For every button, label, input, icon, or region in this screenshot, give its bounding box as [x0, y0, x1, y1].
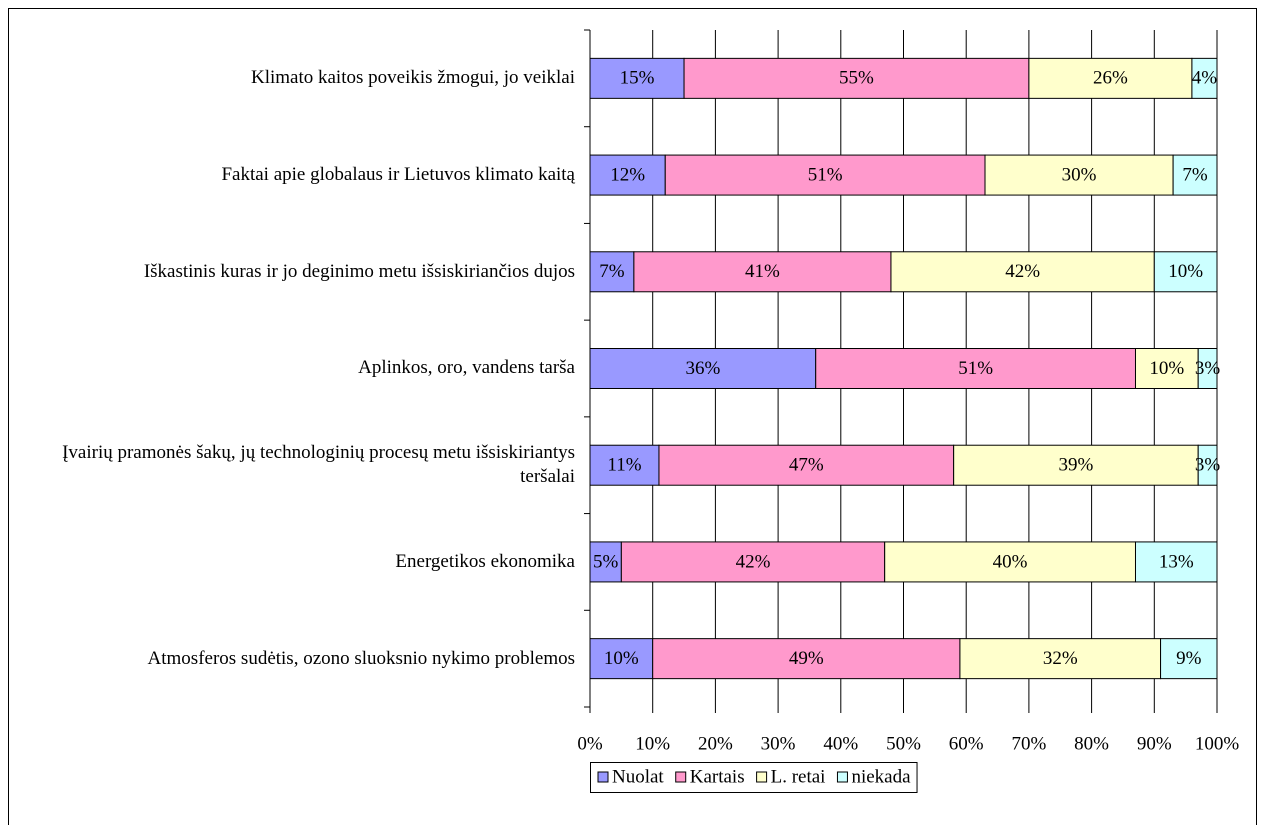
legend-box	[590, 762, 918, 793]
chart-border	[8, 8, 1257, 825]
data-label: 41%	[745, 261, 780, 282]
data-label: 13%	[1159, 551, 1194, 572]
x-tick-label: 40%	[823, 733, 858, 754]
data-label: 55%	[839, 68, 874, 89]
data-label: 51%	[958, 358, 993, 379]
bar-segment	[658, 444, 955, 486]
x-tick-label: 20%	[698, 733, 733, 754]
y-tick-label: Atmosferos sudėtis, ozono sluoksnio nyki…	[147, 647, 575, 669]
x-tick-label: 0%	[577, 733, 603, 754]
legend-swatch	[756, 771, 768, 783]
y-tick-label: Aplinkos, oro, vandens tarša	[358, 357, 575, 379]
data-label: 10%	[1168, 261, 1203, 282]
data-label: 3%	[1195, 455, 1221, 476]
x-tick-label: 60%	[949, 733, 984, 754]
bar-segment	[953, 444, 1199, 486]
bar-segment	[1153, 251, 1218, 293]
data-label: 51%	[808, 164, 843, 185]
legend-swatch	[675, 771, 687, 783]
x-tick-label: 80%	[1074, 733, 1109, 754]
bar-segment	[589, 541, 622, 583]
bar-segment	[1172, 154, 1218, 196]
x-tick-label: 70%	[1011, 733, 1046, 754]
data-label: 15%	[620, 68, 655, 89]
legend-label: L. retai	[771, 766, 826, 787]
bar-segment	[1197, 348, 1218, 389]
y-tick-label: Klimato kaitos poveikis žmogui, jo veikl…	[250, 67, 575, 89]
bar-segment	[589, 638, 654, 680]
bar-segment	[1134, 348, 1199, 389]
data-label: 10%	[604, 648, 639, 669]
data-label: 7%	[599, 261, 625, 282]
legend-label: niekada	[851, 766, 911, 787]
data-label: 3%	[1195, 358, 1221, 379]
data-label: 32%	[1043, 648, 1078, 669]
bar-segment	[633, 251, 892, 293]
bar-segment	[589, 348, 817, 389]
bar-segment	[589, 251, 635, 293]
data-label: 7%	[1182, 164, 1208, 185]
x-tick-label: 10%	[635, 733, 670, 754]
bar-segment	[589, 444, 660, 486]
bar-segment	[589, 57, 685, 99]
bar-segment	[664, 154, 986, 196]
data-label: 4%	[1192, 68, 1218, 89]
x-tick-label: 90%	[1137, 733, 1172, 754]
data-label: 5%	[593, 551, 619, 572]
bar-segment	[1191, 57, 1218, 99]
data-label: 42%	[736, 551, 771, 572]
bar-segment	[984, 154, 1174, 196]
y-tick-label: Įvairių pramonės šakų, jų technologinių …	[62, 442, 575, 488]
bar-segment	[1160, 638, 1218, 680]
data-label: 26%	[1093, 68, 1128, 89]
bar-segment	[1197, 444, 1218, 486]
legend-swatch	[836, 771, 848, 783]
data-label: 9%	[1176, 648, 1202, 669]
bar-segment	[815, 348, 1136, 389]
bar-segment	[1134, 541, 1218, 583]
bar-segment	[959, 638, 1162, 680]
x-tick-label: 30%	[761, 733, 796, 754]
legend-label: Kartais	[690, 766, 745, 787]
bar-segment	[683, 57, 1030, 99]
data-label: 30%	[1062, 164, 1097, 185]
data-label: 40%	[993, 551, 1028, 572]
data-label: 49%	[789, 648, 824, 669]
legend-swatch	[597, 771, 609, 783]
legend: Nuolat Kartais L. retai niekada	[590, 762, 918, 793]
data-label: 42%	[1005, 261, 1040, 282]
data-label: 36%	[685, 358, 720, 379]
y-tick-label: Energetikos ekonomika	[395, 550, 575, 572]
y-tick-label: Faktai apie globalaus ir Lietuvos klimat…	[221, 164, 575, 186]
data-label: 10%	[1149, 358, 1184, 379]
bar-segment	[620, 541, 886, 583]
x-tick-label: 50%	[886, 733, 921, 754]
bar-segment	[652, 638, 961, 680]
y-tick-label: Iškastinis kuras ir jo deginimo metu išs…	[143, 260, 575, 282]
bar-segment	[890, 251, 1155, 293]
data-label: 12%	[610, 164, 645, 185]
data-label: 39%	[1059, 455, 1094, 476]
data-label: 47%	[789, 455, 824, 476]
data-label: 11%	[607, 455, 641, 476]
legend-label: Nuolat	[612, 766, 664, 787]
x-tick-label: 100%	[1195, 733, 1240, 754]
